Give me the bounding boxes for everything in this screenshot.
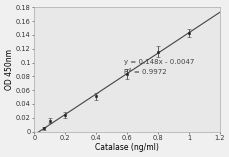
Text: y = 0.148x - 0.0047: y = 0.148x - 0.0047	[123, 59, 194, 65]
X-axis label: Catalase (ng/ml): Catalase (ng/ml)	[95, 143, 158, 152]
Y-axis label: OD 450nm: OD 450nm	[5, 49, 14, 90]
Text: R² = 0.9972: R² = 0.9972	[123, 69, 166, 75]
